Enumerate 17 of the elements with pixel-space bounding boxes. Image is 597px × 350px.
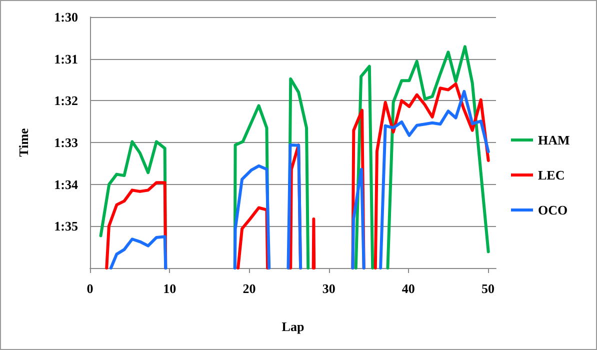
y-tick-label: 1:31 [54, 51, 78, 66]
x-tick-label: 50 [482, 281, 495, 296]
x-tick-label: 10 [163, 281, 176, 296]
y-axis-title: Time [16, 128, 31, 157]
x-tick-label: 0 [86, 281, 94, 296]
legend-label: LEC [538, 168, 565, 182]
x-tick-label: 40 [402, 281, 415, 296]
y-tick-label: 1:32 [54, 93, 78, 108]
y-tick-label: 1:33 [54, 135, 78, 150]
y-tick-label: 1:35 [54, 218, 78, 234]
x-tick-label: 30 [322, 281, 336, 296]
legend-label: OCO [538, 202, 568, 218]
y-tick-label: 1:34 [54, 176, 78, 192]
x-tick-label: 20 [242, 281, 256, 296]
legend-label: HAM [538, 132, 570, 148]
y-tick-label: 1:30 [54, 10, 78, 24]
x-axis-title: Lap [282, 319, 304, 334]
